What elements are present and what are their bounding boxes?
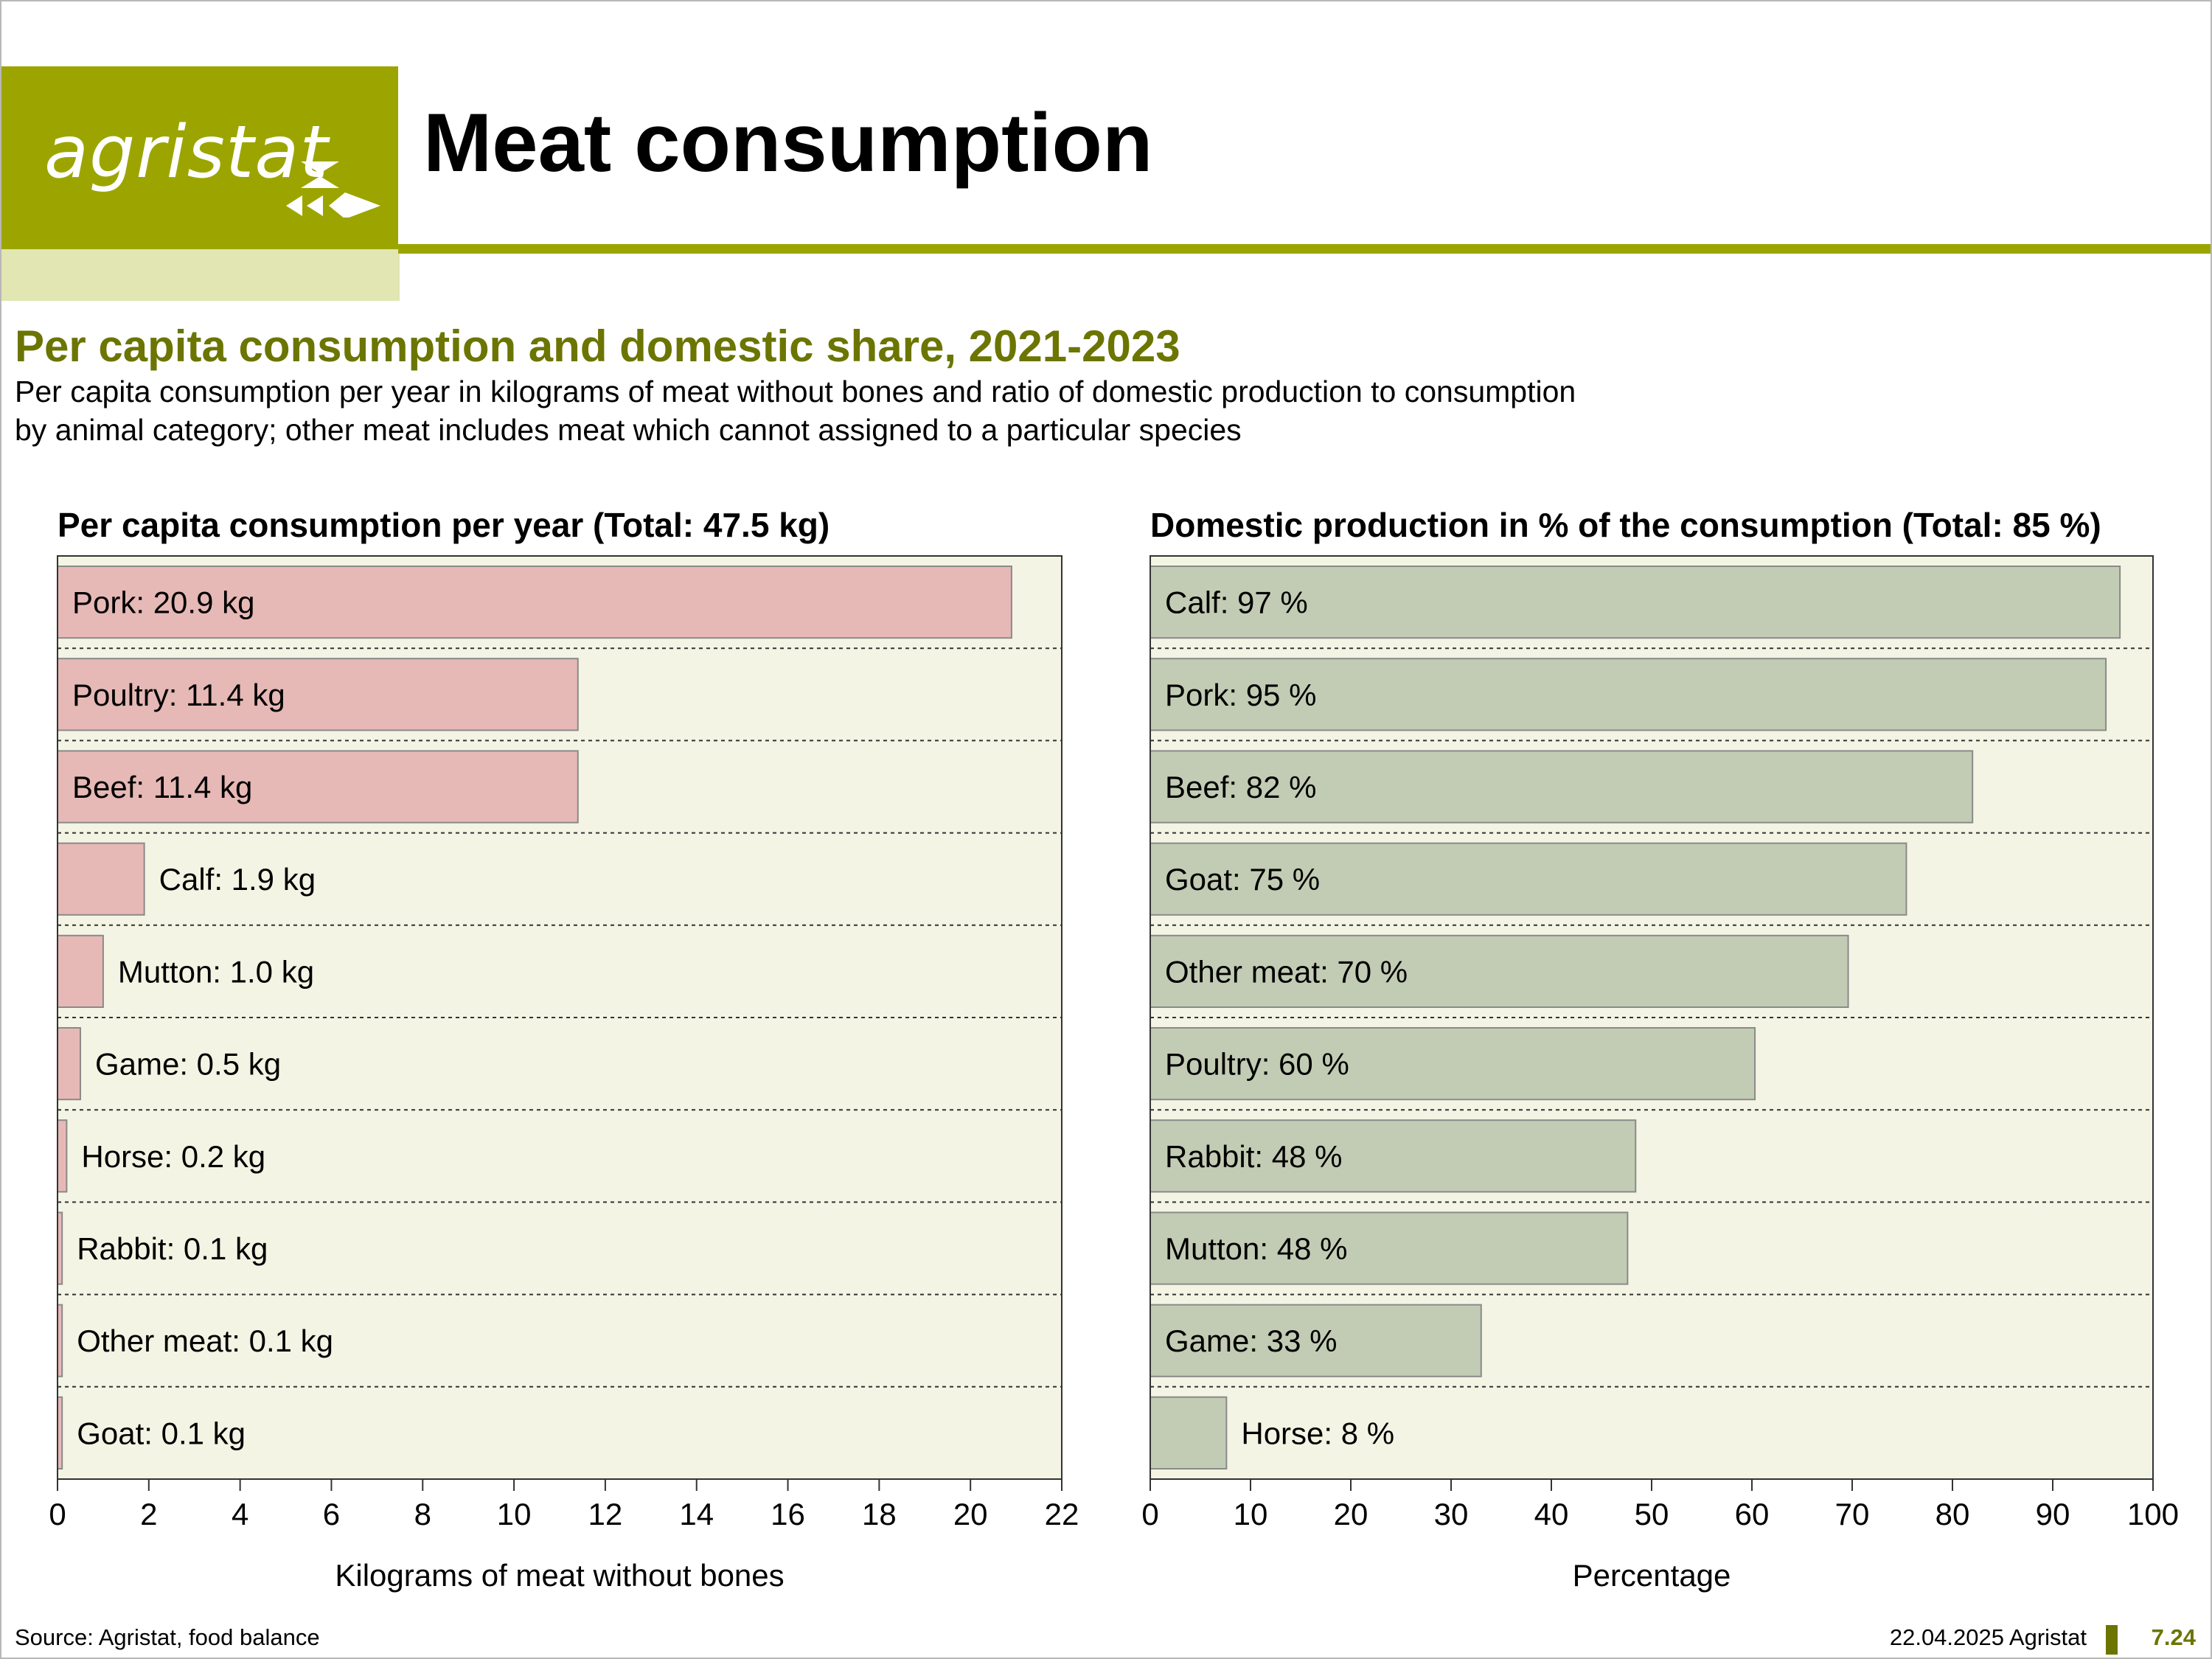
description-line-1: Per capita consumption per year in kilog… — [15, 375, 1576, 408]
header-rule — [398, 244, 2211, 254]
domestic-data-label: Goat: 75 % — [1165, 862, 1320, 897]
consumption-data-label: Goat: 0.1 kg — [77, 1416, 246, 1450]
consumption-data-label: Horse: 0.2 kg — [81, 1139, 265, 1174]
domestic-bar-goat — [1150, 842, 1907, 916]
domestic-chart-title: Domestic production in % of the consumpt… — [1150, 506, 2101, 544]
consumption-data-label: Rabbit: 0.1 kg — [77, 1231, 268, 1266]
page-number: 7.24 — [2151, 1624, 2196, 1650]
description-line-2: by animal category; other meat includes … — [15, 413, 1242, 447]
domestic-bar-pork — [1150, 658, 2107, 731]
domestic-x-tick-label: 30 — [1434, 1497, 1469, 1531]
domestic-bar-calf — [1150, 566, 2121, 639]
footer-divider — [2106, 1625, 2118, 1655]
domestic-bar-rabbit — [1150, 1119, 1637, 1193]
consumption-x-tick-label: 2 — [140, 1497, 157, 1531]
logo — [1, 66, 398, 249]
domestic-x-tick-label: 90 — [2036, 1497, 2070, 1531]
domestic-bar-game — [1150, 1304, 1482, 1377]
consumption-x-tick-label: 0 — [49, 1497, 66, 1531]
consumption-plot-frame — [57, 555, 1062, 1480]
section-title: Per capita consumption and domestic shar… — [15, 321, 1180, 371]
consumption-x-tick-label: 6 — [323, 1497, 340, 1531]
consumption-x-tick-label: 22 — [1045, 1497, 1079, 1531]
consumption-data-label: Poultry: 11.4 kg — [72, 678, 285, 712]
consumption-data-label: Beef: 11.4 kg — [72, 770, 252, 804]
logo-accent-band — [1, 249, 400, 301]
logo-diamonds-icon — [286, 161, 380, 218]
domestic-data-label: Other meat: 70 % — [1165, 954, 1408, 989]
domestic-data-label: Horse: 8 % — [1241, 1416, 1394, 1450]
footer-date: 22.04.2025 Agristat — [1889, 1624, 2087, 1650]
consumption-bar-pork — [57, 566, 1012, 639]
consumption-data-label: Other meat: 0.1 kg — [77, 1324, 333, 1358]
consumption-chart-title: Per capita consumption per year (Total: … — [58, 506, 830, 544]
consumption-data-label: Pork: 20.9 kg — [72, 585, 254, 620]
domestic-data-label: Game: 33 % — [1165, 1324, 1337, 1358]
domestic-x-tick-label: 10 — [1234, 1497, 1268, 1531]
domestic-x-tick-label: 100 — [2127, 1497, 2179, 1531]
consumption-x-tick-label: 12 — [588, 1497, 623, 1531]
consumption-x-tick-label: 8 — [414, 1497, 431, 1531]
domestic-x-tick-label: 70 — [1835, 1497, 1870, 1531]
domestic-data-label: Mutton: 48 % — [1165, 1231, 1347, 1266]
consumption-x-tick-label: 18 — [862, 1497, 897, 1531]
domestic-bar-beef — [1150, 750, 1974, 824]
consumption-bar-horse — [57, 1119, 68, 1193]
domestic-data-label: Beef: 82 % — [1165, 770, 1316, 804]
consumption-x-axis-title: Kilograms of meat without bones — [335, 1558, 784, 1593]
consumption-data-label: Game: 0.5 kg — [95, 1047, 281, 1082]
domestic-data-label: Pork: 95 % — [1165, 678, 1316, 712]
consumption-bar-game — [57, 1027, 81, 1101]
domestic-data-label: Rabbit: 48 % — [1165, 1139, 1342, 1174]
consumption-x-tick-label: 10 — [497, 1497, 532, 1531]
consumption-data-label: Mutton: 1.0 kg — [118, 954, 314, 989]
consumption-bar-mutton — [57, 934, 104, 1009]
domestic-x-tick-label: 60 — [1735, 1497, 1770, 1531]
section-description: Per capita consumption per year in kilog… — [15, 372, 2006, 449]
consumption-bar-calf — [57, 842, 145, 916]
consumption-bar-beef — [57, 750, 579, 824]
domestic-bar-horse — [1150, 1396, 1228, 1470]
domestic-x-axis-title: Percentage — [1573, 1558, 1731, 1593]
domestic-data-label: Poultry: 60 % — [1165, 1047, 1349, 1082]
source-note: Source: Agristat, food balance — [15, 1624, 320, 1650]
domestic-x-tick-label: 20 — [1334, 1497, 1368, 1531]
domestic-x-tick-label: 80 — [1935, 1497, 1970, 1531]
consumption-bar-poultry — [57, 658, 579, 731]
domestic-bar-other-meat — [1150, 934, 1849, 1009]
consumption-x-tick-label: 14 — [679, 1497, 714, 1531]
domestic-x-tick-label: 40 — [1534, 1497, 1569, 1531]
domestic-x-tick-label: 50 — [1635, 1497, 1669, 1531]
consumption-x-tick-label: 16 — [771, 1497, 805, 1531]
domestic-data-label: Calf: 97 % — [1165, 585, 1308, 620]
logo-text: agristat — [44, 111, 329, 195]
consumption-x-tick-label: 20 — [953, 1497, 988, 1531]
domestic-x-tick-label: 0 — [1141, 1497, 1158, 1531]
consumption-data-label: Calf: 1.9 kg — [159, 862, 316, 897]
consumption-x-tick-label: 4 — [232, 1497, 248, 1531]
page-title: Meat consumption — [423, 97, 1153, 189]
